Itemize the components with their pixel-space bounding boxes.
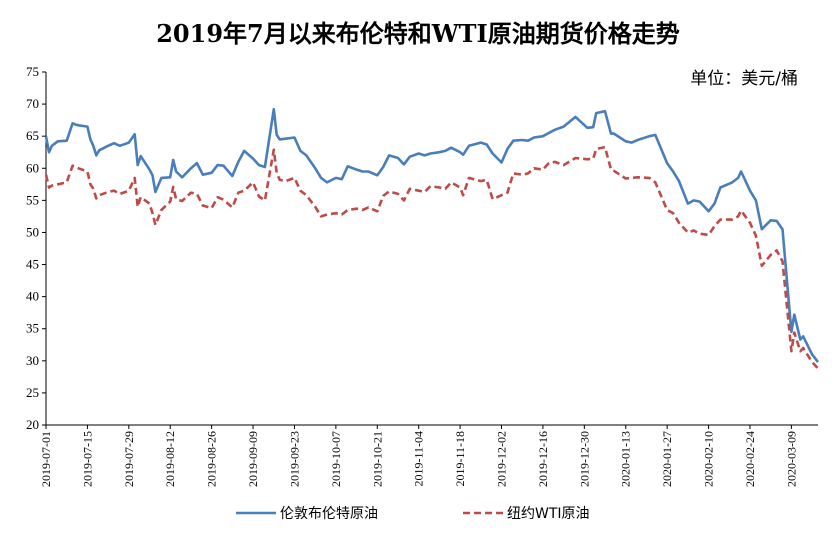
x-tick-label: 2019-12-16 [536, 431, 550, 487]
x-tick-label: 2019-08-12 [163, 431, 177, 487]
y-axis-ticks: 20 25 30 35 40 45 50 55 60 65 70 75 [26, 64, 46, 432]
x-tick-label: 2019-12-30 [577, 431, 591, 487]
y-tick-label: 50 [26, 224, 39, 239]
y-tick-label: 20 [26, 417, 39, 432]
y-tick-label: 70 [26, 96, 39, 111]
x-tick-label: 2020-02-24 [743, 431, 757, 487]
y-tick-label: 65 [26, 128, 39, 143]
x-tick-label: 2019-07-29 [122, 431, 136, 487]
x-tick-label: 2019-09-09 [246, 431, 260, 487]
y-tick-label: 35 [26, 321, 39, 336]
x-tick-label: 2019-10-07 [329, 431, 343, 487]
y-tick-label: 25 [26, 385, 39, 400]
y-tick-label: 55 [26, 192, 39, 207]
x-tick-label: 2019-10-21 [370, 431, 384, 487]
chart-axes [45, 72, 818, 426]
y-tick-label: 30 [26, 353, 39, 368]
x-tick-label: 2019-07-01 [39, 431, 53, 487]
x-axis-ticks: 2019-07-01 2019-07-15 2019-07-29 2019-08-12… [39, 425, 798, 487]
x-tick-label: 2019-11-04 [412, 431, 426, 487]
series-lines [44, 107, 820, 370]
x-tick-label: 2020-01-27 [660, 431, 674, 487]
chart-title: 2019年7月以来布伦特和WTI原油期货价格走势 [156, 19, 680, 48]
unit-label: 单位：美元/桶 [690, 69, 798, 89]
x-tick-label: 2019-08-26 [205, 431, 219, 487]
brent-series-line [44, 107, 820, 363]
x-tick-label: 2020-01-13 [619, 431, 633, 487]
legend: 伦敦布伦特原油 纽约WTI原油 [236, 506, 590, 522]
y-tick-label: 75 [26, 64, 39, 79]
x-tick-label: 2019-07-15 [80, 431, 94, 487]
x-tick-label: 2019-12-02 [495, 431, 509, 487]
y-tick-label: 45 [26, 257, 39, 272]
legend-label: 伦敦布伦特原油 [280, 506, 378, 522]
y-tick-label: 60 [26, 160, 39, 175]
x-tick-label: 2019-09-23 [287, 431, 301, 487]
wti-series-line [44, 145, 819, 370]
x-tick-label: 2020-03-09 [784, 431, 798, 487]
x-tick-label: 2019-11-18 [453, 431, 467, 487]
y-tick-label: 40 [26, 289, 39, 304]
legend-label: 纽约WTI原油 [507, 506, 590, 522]
x-tick-label: 2020-02-10 [702, 431, 716, 487]
